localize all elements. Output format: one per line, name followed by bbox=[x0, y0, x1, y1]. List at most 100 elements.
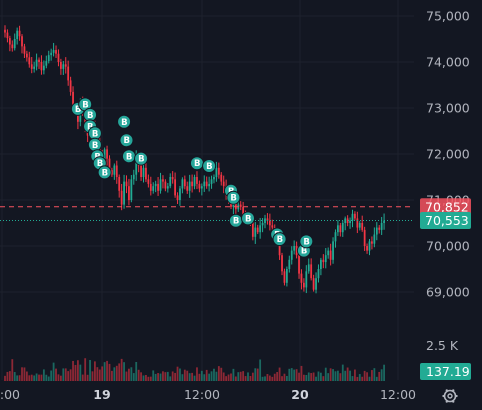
candle bbox=[111, 167, 113, 177]
buy-marker[interactable]: B bbox=[189, 156, 204, 171]
volume-bar bbox=[242, 371, 245, 381]
price-badge-bg bbox=[420, 198, 471, 216]
candle bbox=[132, 169, 135, 185]
volume-bar bbox=[276, 372, 279, 381]
candle-body bbox=[115, 165, 118, 177]
candle-body bbox=[346, 218, 349, 223]
buy-marker-circle[interactable] bbox=[134, 151, 149, 166]
buy-markers[interactable]: BBBBBBBBBBBBBBBBBBBBBBB bbox=[70, 97, 314, 258]
candle-body bbox=[23, 46, 26, 54]
mark-price-badge: 70,553 bbox=[420, 212, 471, 230]
candle bbox=[174, 172, 176, 198]
buy-marker[interactable]: B bbox=[117, 114, 132, 129]
candle bbox=[154, 180, 157, 193]
candle-body bbox=[171, 177, 174, 180]
candle-body bbox=[154, 183, 157, 187]
volume-bar bbox=[169, 376, 172, 381]
time-axis[interactable]: 12:00 19 12:00 20 12:00 bbox=[0, 387, 416, 402]
volume-bar bbox=[363, 370, 366, 381]
price-badge-label: 70,852 bbox=[425, 199, 469, 214]
candle bbox=[332, 237, 334, 264]
gear-hub[interactable] bbox=[447, 393, 453, 399]
candle bbox=[373, 227, 376, 248]
buy-marker[interactable]: B bbox=[226, 190, 241, 205]
last-price-badge: 70,852 bbox=[420, 198, 471, 216]
volume-bar bbox=[179, 368, 181, 381]
candle bbox=[254, 222, 257, 244]
volume-bar bbox=[339, 373, 342, 381]
candle bbox=[356, 211, 359, 234]
buy-marker[interactable]: B bbox=[121, 149, 136, 164]
volume-bar bbox=[174, 372, 176, 381]
buy-marker[interactable]: B bbox=[241, 211, 255, 226]
candle-body bbox=[293, 246, 296, 251]
candle-body bbox=[290, 250, 293, 260]
buy-marker[interactable]: B bbox=[134, 151, 149, 166]
volume-bar bbox=[103, 362, 106, 381]
candle bbox=[380, 216, 383, 235]
buy-marker-circle[interactable] bbox=[299, 234, 314, 249]
candle bbox=[45, 55, 48, 69]
buy-marker-circle[interactable] bbox=[226, 190, 241, 205]
candle-body bbox=[220, 174, 223, 182]
price-tick-label: 73,000 bbox=[426, 101, 470, 116]
candle-body bbox=[329, 250, 332, 260]
candle-body bbox=[42, 65, 45, 71]
buy-marker-circle[interactable] bbox=[119, 133, 134, 148]
candle bbox=[118, 174, 121, 198]
gear-tooth[interactable] bbox=[451, 400, 455, 403]
buy-marker[interactable]: B bbox=[202, 158, 217, 173]
candle bbox=[368, 239, 371, 256]
gear-ring[interactable] bbox=[443, 389, 457, 403]
candle-body bbox=[198, 183, 201, 189]
gear-tooth[interactable] bbox=[445, 400, 449, 403]
candle bbox=[18, 25, 21, 41]
buy-marker-circle[interactable] bbox=[272, 232, 287, 247]
buy-marker[interactable]: B bbox=[299, 234, 314, 249]
price-badge-bg bbox=[420, 212, 471, 230]
buy-marker[interactable]: B bbox=[87, 137, 102, 152]
gear-tooth[interactable] bbox=[445, 389, 449, 392]
candle bbox=[288, 255, 291, 273]
volume-bar bbox=[266, 374, 269, 381]
buy-marker-circle[interactable] bbox=[117, 114, 132, 129]
volume-bar bbox=[40, 374, 43, 381]
volume-bar bbox=[203, 374, 206, 381]
buy-marker[interactable]: B bbox=[97, 165, 112, 180]
candle-body bbox=[254, 227, 257, 237]
candle-body bbox=[38, 59, 40, 62]
buy-marker-label: B bbox=[194, 159, 200, 169]
candle-body bbox=[310, 264, 313, 279]
buy-marker-circle[interactable] bbox=[241, 211, 255, 226]
buy-marker-circle[interactable] bbox=[97, 165, 112, 180]
buy-marker[interactable]: B bbox=[119, 133, 134, 148]
candle bbox=[40, 55, 43, 75]
candle-body bbox=[302, 282, 305, 288]
candle bbox=[358, 221, 361, 231]
volume-bar bbox=[324, 367, 327, 381]
volume-bar bbox=[329, 368, 332, 381]
price-axis[interactable]: 69,00070,00071,00072,00073,00074,00075,0… bbox=[420, 9, 471, 300]
candle bbox=[128, 178, 130, 206]
volume-bar bbox=[227, 374, 230, 381]
buy-marker[interactable]: B bbox=[78, 97, 93, 112]
gear-tooth[interactable] bbox=[451, 389, 455, 392]
volume-bar bbox=[302, 374, 305, 381]
candle bbox=[259, 217, 262, 239]
volume-bar bbox=[349, 370, 351, 381]
candle-body bbox=[242, 206, 245, 217]
candle bbox=[346, 215, 349, 227]
grid-lines bbox=[0, 0, 414, 380]
buy-marker[interactable]: B bbox=[272, 232, 287, 247]
gear-icon[interactable] bbox=[442, 389, 458, 403]
candle bbox=[67, 60, 70, 86]
buy-marker-label: B bbox=[75, 105, 81, 115]
candle bbox=[176, 192, 179, 204]
volume-bar bbox=[118, 363, 121, 381]
volume-bar bbox=[108, 363, 111, 381]
buy-marker-circle[interactable] bbox=[202, 158, 217, 173]
buy-marker[interactable]: B bbox=[228, 213, 243, 228]
candle bbox=[196, 171, 198, 189]
